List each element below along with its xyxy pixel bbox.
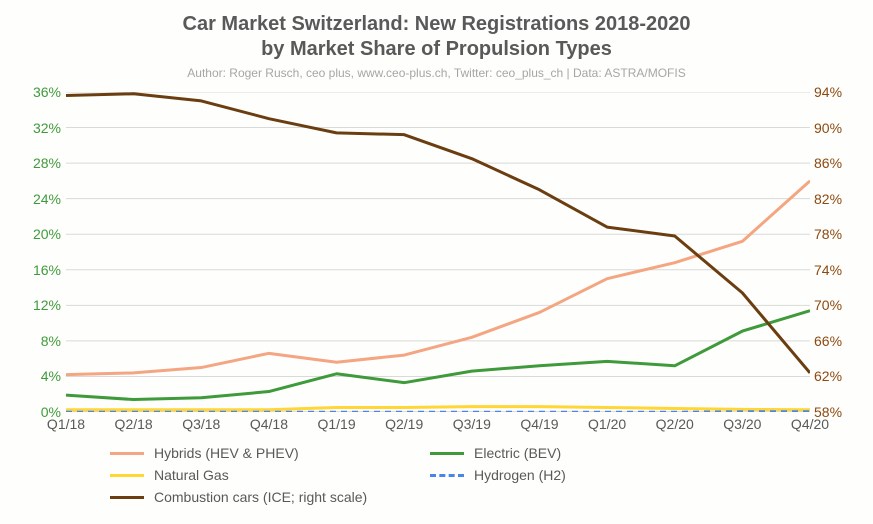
- xtick: Q1/20: [588, 416, 626, 432]
- legend-swatch: [110, 452, 144, 455]
- legend-item-ice: Combustion cars (ICE; right scale): [110, 489, 430, 505]
- plot-svg: [66, 92, 810, 412]
- ytick-left: 28%: [7, 155, 61, 171]
- series-electric: [66, 311, 810, 400]
- ytick-right: 66%: [814, 333, 868, 349]
- legend-item-gas: Natural Gas: [110, 467, 430, 483]
- ytick-right: 86%: [814, 155, 868, 171]
- ytick-right: 90%: [814, 120, 868, 136]
- ytick-left: 12%: [7, 297, 61, 313]
- legend-item-electric: Electric (BEV): [430, 445, 750, 461]
- ytick-right: 62%: [814, 368, 868, 384]
- ytick-right: 82%: [814, 191, 868, 207]
- series-hybrids: [66, 181, 810, 375]
- xtick: Q4/18: [250, 416, 288, 432]
- ytick-right: 70%: [814, 297, 868, 313]
- xtick: Q1/18: [47, 416, 85, 432]
- series-ice: [66, 94, 810, 373]
- xtick: Q4/19: [520, 416, 558, 432]
- legend-label: Electric (BEV): [474, 445, 561, 461]
- legend-label: Hydrogen (H2): [474, 467, 566, 483]
- xtick: Q3/19: [453, 416, 491, 432]
- xtick: Q2/20: [656, 416, 694, 432]
- chart-subtitle: Author: Roger Rusch, ceo plus, www.ceo-p…: [0, 66, 873, 80]
- ytick-left: 20%: [7, 226, 61, 242]
- legend-label: Combustion cars (ICE; right scale): [154, 489, 367, 505]
- xtick: Q3/18: [182, 416, 220, 432]
- ytick-left: 32%: [7, 120, 61, 136]
- legend-swatch: [110, 474, 144, 477]
- legend-swatch: [430, 452, 464, 455]
- title-line-1: Car Market Switzerland: New Registration…: [183, 13, 691, 35]
- legend-swatch: [110, 496, 144, 499]
- legend-label: Hybrids (HEV & PHEV): [154, 445, 299, 461]
- xtick: Q3/20: [723, 416, 761, 432]
- legend-label: Natural Gas: [154, 467, 229, 483]
- xtick: Q1/19: [317, 416, 355, 432]
- legend: Hybrids (HEV & PHEV) Electric (BEV) Natura…: [110, 442, 770, 508]
- series-gas: [66, 407, 810, 410]
- ytick-right: 74%: [814, 262, 868, 278]
- chart-title: Car Market Switzerland: New Registration…: [0, 12, 873, 62]
- legend-swatch: [430, 474, 464, 477]
- ytick-left: 8%: [7, 333, 61, 349]
- ytick-right: 78%: [814, 226, 868, 242]
- chart-container: Car Market Switzerland: New Registration…: [0, 0, 873, 524]
- xtick: Q2/19: [385, 416, 423, 432]
- legend-item-h2: Hydrogen (H2): [430, 467, 750, 483]
- xtick: Q2/18: [115, 416, 153, 432]
- ytick-left: 16%: [7, 262, 61, 278]
- ytick-right: 94%: [814, 84, 868, 100]
- legend-item-hybrids: Hybrids (HEV & PHEV): [110, 445, 430, 461]
- xtick: Q4/20: [791, 416, 829, 432]
- ytick-left: 36%: [7, 84, 61, 100]
- ytick-left: 24%: [7, 191, 61, 207]
- plot-area: [66, 92, 810, 412]
- title-line-2: by Market Share of Propulsion Types: [261, 38, 612, 60]
- ytick-left: 4%: [7, 368, 61, 384]
